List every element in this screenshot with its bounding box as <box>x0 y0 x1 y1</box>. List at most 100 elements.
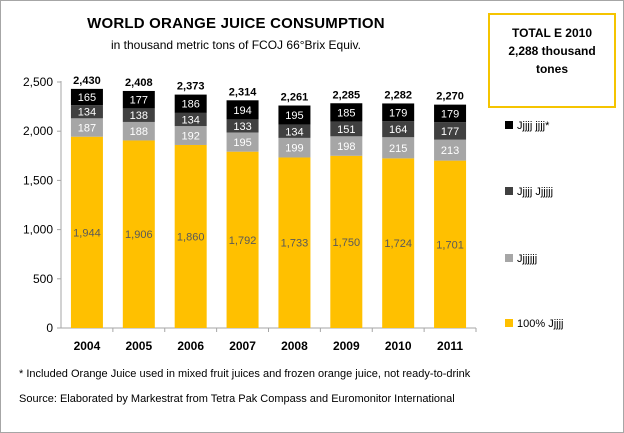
bar-segment <box>226 100 259 120</box>
legend-label: 100% Jjjjj <box>517 318 563 330</box>
bar-total-label: 2,430 <box>73 75 101 87</box>
bar-segment <box>226 151 259 328</box>
bar-segment-label: 1,724 <box>384 238 412 250</box>
bar-segment <box>278 137 311 158</box>
legend-swatch <box>505 319 513 327</box>
bar-segment-label: 134 <box>78 107 96 119</box>
bar-segment <box>70 136 103 328</box>
bar-segment <box>434 160 467 328</box>
legend-swatch <box>505 121 513 129</box>
legend-label: Jjjjj jjjj* <box>517 120 550 132</box>
x-tick-label: 2007 <box>229 339 256 353</box>
bar-segment <box>330 155 363 328</box>
bar-total-label: 2,408 <box>125 77 153 89</box>
bar-segment <box>278 105 311 125</box>
bar-segment <box>122 90 155 109</box>
bar-segment-label: 1,860 <box>177 231 205 243</box>
bar-segment-label: 138 <box>130 110 148 122</box>
bar-segment-label: 165 <box>78 92 96 104</box>
bar-segment-label: 215 <box>389 143 407 155</box>
y-tick-label: 2,000 <box>23 124 53 138</box>
x-tick-label: 2006 <box>177 339 204 353</box>
bar-segment <box>70 88 103 106</box>
bar-segment-label: 185 <box>337 107 355 119</box>
y-tick-label: 1,500 <box>23 173 53 187</box>
bar-segment-label: 133 <box>233 121 251 133</box>
legend-label: Jjjjjjj <box>517 253 537 265</box>
bar-segment <box>382 103 415 122</box>
x-tick-label: 2005 <box>125 339 152 353</box>
source-note: Source: Elaborated by Markestrat from Te… <box>19 393 455 405</box>
bar-segment <box>278 124 311 138</box>
bar-segment <box>330 103 363 122</box>
bar-segment-label: 177 <box>130 95 148 107</box>
bar-segment-label: 134 <box>182 114 200 126</box>
bar-total-label: 2,285 <box>333 89 361 101</box>
bar-segment <box>278 157 311 328</box>
total-box-line2: 2,288 thousand <box>508 44 596 58</box>
total-box-line1: TOTAL E 2010 <box>511 26 593 40</box>
bar-total-label: 2,270 <box>436 91 464 103</box>
bar-segment-label: 179 <box>441 108 459 120</box>
bar-segment <box>174 144 207 328</box>
y-tick-label: 500 <box>33 272 53 286</box>
bar-segment <box>70 118 103 137</box>
legend-swatch <box>505 187 513 195</box>
y-tick-label: 2,500 <box>23 75 53 89</box>
y-tick-label: 1,000 <box>23 223 53 237</box>
x-tick-label: 2008 <box>281 339 308 353</box>
bar-segment-label: 195 <box>285 110 303 122</box>
bar-segment <box>382 121 415 138</box>
bar-segment-label: 198 <box>337 141 355 153</box>
bar-total-label: 2,282 <box>384 89 412 101</box>
legend-swatch <box>505 254 513 262</box>
bar-segment-label: 1,750 <box>333 237 361 249</box>
bar-segment-label: 186 <box>182 99 200 111</box>
x-tick-label: 2011 <box>437 339 463 353</box>
chart-subtitle: in thousand metric tons of FCOJ 66°Brix … <box>110 38 361 52</box>
bar-segment-label: 195 <box>233 137 251 149</box>
bar-segment-label: 164 <box>389 124 407 136</box>
bar-segment-label: 213 <box>441 145 459 157</box>
bar-segment-label: 1,701 <box>436 239 464 251</box>
bar-segment-label: 194 <box>233 105 251 117</box>
bar-segment-label: 188 <box>130 126 148 138</box>
legend-label: Jjjjj Jjjjjj <box>517 186 553 198</box>
bar-total-label: 2,261 <box>281 92 309 104</box>
bar-segment <box>226 132 259 152</box>
bar-segment <box>174 126 207 145</box>
bar-total-label: 2,314 <box>229 86 257 98</box>
bar-segment <box>434 139 467 161</box>
bar-segment-label: 1,944 <box>73 227 101 239</box>
bar-segment <box>174 94 207 113</box>
bar-segment-label: 1,906 <box>125 229 153 241</box>
bar-segment <box>122 140 155 328</box>
total-box-line3: tones <box>535 62 568 76</box>
bar-segment-label: 1,733 <box>281 238 309 250</box>
bar-segment-label: 187 <box>78 123 96 135</box>
bar-segment <box>226 119 259 133</box>
bar-segment-label: 177 <box>441 126 459 138</box>
x-tick-label: 2010 <box>385 339 412 353</box>
bar-segment <box>382 137 415 159</box>
bar-segment <box>122 108 155 122</box>
bar-segment <box>174 112 207 127</box>
bar-segment-label: 179 <box>389 107 407 119</box>
bar-segment <box>434 122 467 140</box>
bar-segment-label: 134 <box>285 126 303 138</box>
bar-segment-label: 192 <box>182 131 200 143</box>
chart-title: WORLD ORANGE JUICE CONSUMPTION <box>87 15 385 32</box>
y-tick-label: 0 <box>46 321 53 335</box>
bar-segment <box>434 104 467 123</box>
x-tick-label: 2009 <box>333 339 360 353</box>
bar-segment <box>330 136 363 156</box>
x-tick-label: 2004 <box>74 339 101 353</box>
bar-segment <box>122 121 155 141</box>
bar-segment-label: 151 <box>337 124 355 136</box>
bar-segment-label: 199 <box>285 143 303 155</box>
total-2010-box: TOTAL E 2010 2,288 thousand tones <box>488 13 616 108</box>
bar-segment <box>330 121 363 137</box>
bar-segment <box>70 105 103 119</box>
